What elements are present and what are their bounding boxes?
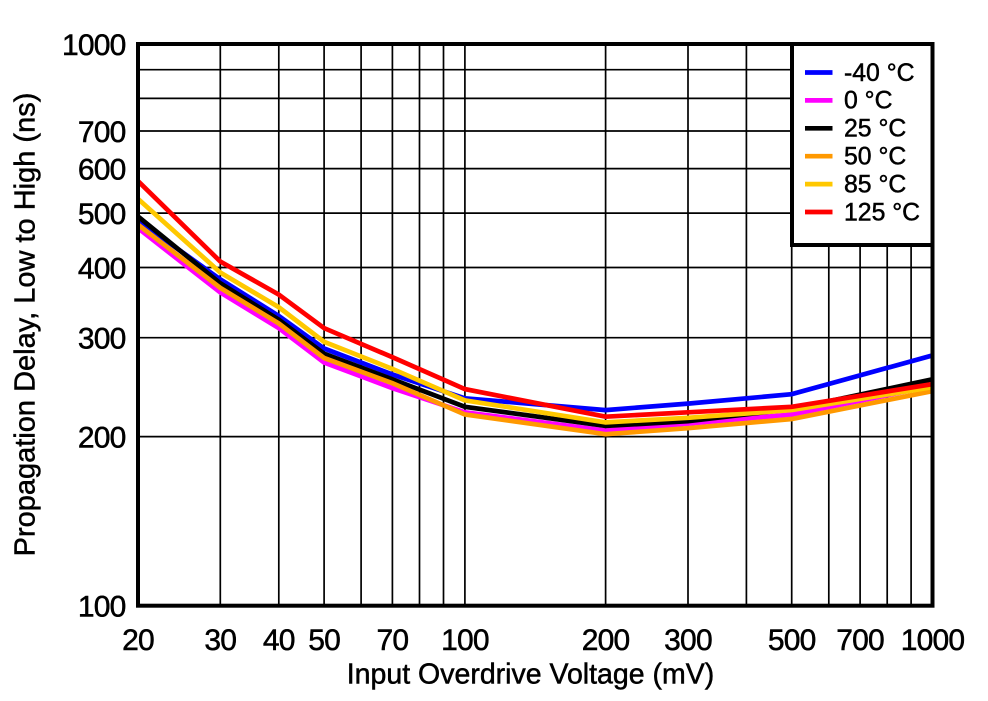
- svg-text:-40 °C: -40 °C: [844, 60, 915, 87]
- svg-text:200: 200: [78, 422, 126, 455]
- svg-text:85 °C: 85 °C: [844, 171, 906, 198]
- svg-text:50 °C: 50 °C: [844, 144, 906, 171]
- svg-text:1000: 1000: [901, 624, 965, 657]
- svg-text:400: 400: [78, 252, 126, 285]
- svg-text:1000: 1000: [62, 29, 126, 62]
- svg-text:20: 20: [122, 624, 154, 657]
- svg-text:100: 100: [78, 591, 126, 624]
- svg-text:600: 600: [78, 154, 126, 187]
- svg-text:0 °C: 0 °C: [844, 88, 893, 115]
- svg-text:125 °C: 125 °C: [844, 199, 920, 226]
- svg-text:50: 50: [308, 624, 340, 657]
- svg-text:100: 100: [441, 624, 489, 657]
- svg-text:40: 40: [263, 624, 295, 657]
- svg-text:300: 300: [664, 624, 712, 657]
- svg-text:500: 500: [768, 624, 816, 657]
- svg-text:300: 300: [78, 323, 126, 356]
- svg-text:200: 200: [582, 624, 630, 657]
- svg-text:30: 30: [204, 624, 236, 657]
- svg-text:500: 500: [78, 198, 126, 231]
- svg-text:Propagation Delay, Low to High: Propagation Delay, Low to High (ns): [10, 93, 42, 557]
- svg-text:700: 700: [78, 116, 126, 149]
- svg-text:Input Overdrive Voltage (mV): Input Overdrive Voltage (mV): [347, 658, 715, 690]
- svg-text:70: 70: [377, 624, 409, 657]
- svg-text:700: 700: [836, 624, 884, 657]
- svg-text:25 °C: 25 °C: [844, 116, 906, 143]
